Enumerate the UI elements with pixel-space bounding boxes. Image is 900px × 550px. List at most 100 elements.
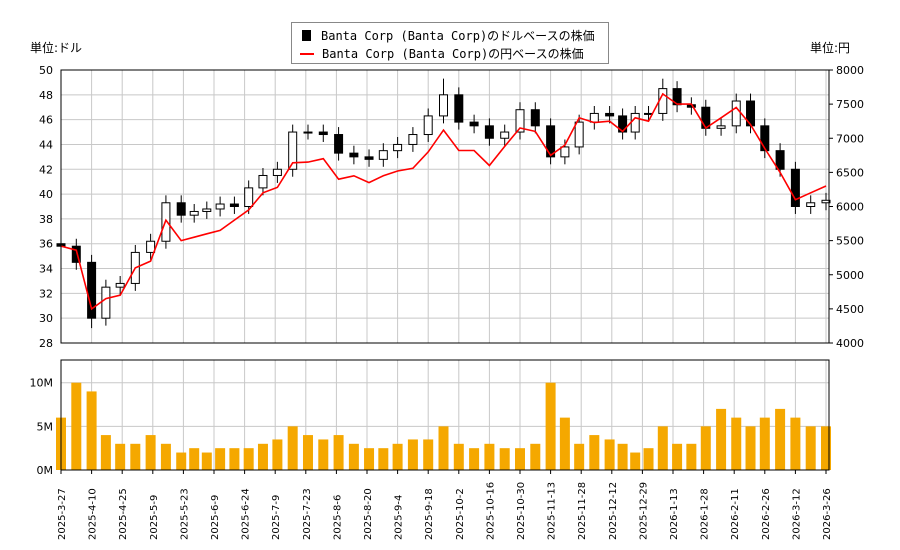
volume-bar — [515, 448, 525, 470]
x-tick-label: 2026-2-26 — [761, 488, 772, 540]
candle-body — [439, 94, 448, 117]
right-y-tick-label: 6500 — [836, 166, 864, 179]
x-tick-label: 2025-4-25 — [118, 488, 129, 540]
left-y-tick-label: 38 — [39, 213, 53, 226]
volume-bar — [805, 426, 816, 470]
x-tick-label: 2025-10-2 — [455, 488, 466, 540]
volume-bar — [160, 443, 171, 470]
volume-bar — [731, 417, 742, 470]
volume-bar — [287, 426, 298, 470]
volume-bar — [86, 391, 97, 470]
candle-body — [806, 202, 816, 207]
candle-body — [484, 125, 494, 139]
right-y-tick-label: 8000 — [836, 64, 864, 77]
volume-bar — [700, 426, 711, 470]
x-tick-label: 2025-5-9 — [149, 495, 160, 540]
candle-body — [515, 109, 525, 133]
candle-body — [393, 143, 403, 152]
volume-bar — [630, 452, 641, 470]
volume-bar — [484, 443, 495, 470]
volume-bar — [272, 439, 283, 470]
candle-body — [189, 210, 199, 216]
x-tick-label: 2025-11-13 — [547, 482, 558, 540]
volume-bar — [176, 452, 187, 470]
candle-body — [272, 168, 282, 176]
candle-body — [560, 146, 570, 158]
candle-body — [658, 88, 668, 114]
candle-body — [215, 203, 225, 210]
x-tick-label: 2025-7-23 — [302, 488, 313, 540]
volume-bar — [130, 443, 141, 470]
candle-body — [303, 131, 313, 134]
candle-body — [469, 121, 479, 127]
candle-body — [87, 261, 97, 319]
x-tick-label: 2026-3-12 — [791, 488, 802, 540]
volume-bar — [257, 443, 268, 470]
volume-y-tick-label: 5M — [37, 420, 54, 433]
volume-bar — [716, 408, 727, 470]
volume-bar — [100, 435, 111, 470]
volume-bar — [364, 448, 375, 470]
legend-item-usd: Banta Corp (Banta Corp)のドルベースの株価 — [300, 27, 595, 44]
left-y-tick-label: 34 — [39, 263, 53, 276]
volume-bar — [302, 435, 313, 470]
right-y-tick-label: 7000 — [836, 132, 864, 145]
volume-bar — [215, 448, 226, 470]
candle-body — [318, 131, 328, 136]
candle-body — [530, 109, 540, 127]
left-unit-label: 単位:ドル — [30, 41, 83, 55]
right-y-tick-label: 6000 — [836, 201, 864, 214]
volume-bar — [530, 443, 541, 470]
left-y-tick-label: 32 — [39, 287, 53, 300]
volume-bar — [469, 448, 480, 470]
left-y-tick-label: 28 — [39, 337, 53, 350]
candle-body — [229, 203, 239, 208]
volume-bar — [672, 443, 683, 470]
volume-bar — [318, 439, 329, 470]
black-square-icon — [302, 30, 311, 41]
candle-body — [589, 112, 599, 123]
left-y-tick-label: 46 — [39, 114, 53, 127]
candle-body — [202, 208, 212, 212]
candle-body — [546, 125, 556, 158]
candle-body — [454, 94, 464, 123]
candle-body — [760, 125, 770, 152]
x-tick-label: 2026-1-13 — [669, 488, 680, 540]
volume-bar — [145, 435, 156, 470]
x-tick-label: 2025-4-10 — [88, 488, 99, 540]
candle-body — [101, 286, 111, 319]
volume-bar — [643, 448, 654, 470]
volume-bar — [189, 448, 200, 470]
right-y-tick-label: 4000 — [836, 337, 864, 350]
x-tick-label: 2025-6-24 — [241, 488, 252, 540]
x-tick-label: 2025-6-9 — [210, 495, 221, 540]
left-y-tick-label: 30 — [39, 312, 53, 325]
candle-body — [701, 106, 711, 129]
legend-item-jpy: Banta Corp (Banta Corp)の円ベースの株価 — [300, 45, 584, 62]
candle-body — [731, 100, 741, 127]
candle-body — [115, 282, 125, 288]
volume-bar — [686, 443, 697, 470]
x-tick-label: 2025-8-20 — [363, 488, 374, 540]
volume-plot-frame — [60, 359, 830, 471]
volume-bar — [775, 408, 786, 470]
left-y-tick-label: 36 — [39, 238, 53, 251]
x-tick-label: 2025-7-9 — [271, 495, 282, 540]
candle-body — [630, 112, 640, 133]
legend-label-jpy: Banta Corp (Banta Corp)の円ベースの株価 — [322, 47, 584, 61]
volume-bar — [499, 448, 510, 470]
x-tick-label: 2025-9-4 — [394, 495, 405, 540]
volume-y-tick-label: 10M — [30, 377, 54, 390]
volume-bar — [392, 443, 403, 470]
x-tick-label: 2025-5-23 — [179, 488, 190, 540]
volume-bar — [790, 417, 801, 470]
volume-bar — [574, 443, 585, 470]
volume-bar — [229, 448, 240, 470]
jpy-price-line — [60, 92, 827, 311]
volume-bar — [348, 443, 359, 470]
legend-label-usd: Banta Corp (Banta Corp)のドルベースの株価 — [321, 29, 595, 43]
volume-bar — [423, 439, 434, 470]
x-tick-label: 2026-1-28 — [700, 488, 711, 540]
